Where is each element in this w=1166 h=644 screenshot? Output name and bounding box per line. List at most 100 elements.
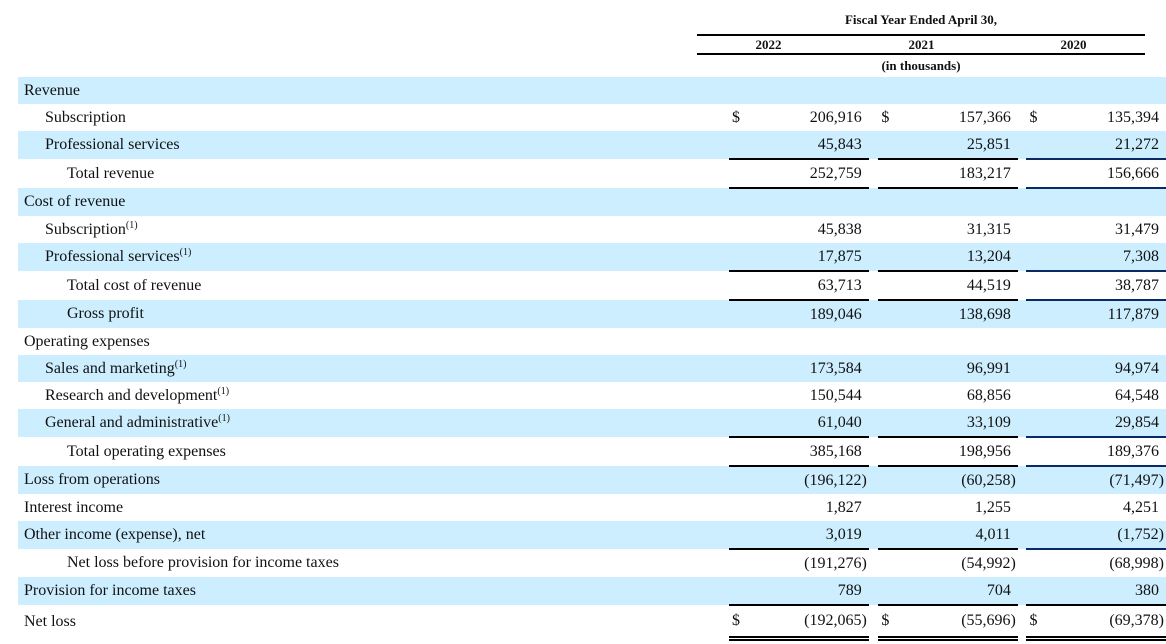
row-label-text: Total cost of revenue <box>67 276 202 294</box>
value-cell-2021: (54,992) <box>878 548 1018 577</box>
value-cell-2020 <box>1026 77 1166 104</box>
row-label: Revenue <box>18 77 726 104</box>
value: 44,519 <box>966 276 1011 294</box>
value: 13,204 <box>966 247 1011 265</box>
row-label-text: Subscription <box>45 108 126 126</box>
value: (1,752) <box>1117 525 1164 543</box>
table-row: Revenue <box>18 77 1166 104</box>
value-cell-2020: 29,854 <box>1026 409 1166 437</box>
income-statement-table: Revenue Subscription $206,916 $157,366 $135,… <box>18 77 1166 641</box>
table-row: Loss from operations (196,122) (60,258) (71… <box>18 466 1166 494</box>
value: 150,544 <box>809 386 862 404</box>
row-label-text: Research and development <box>45 386 218 404</box>
value-cell-2022 <box>729 77 869 104</box>
value-cell-2021 <box>878 77 1018 104</box>
value-cell-2021: 25,851 <box>878 131 1018 159</box>
value-cell-2021: $ (55,696) <box>878 604 1018 641</box>
value: 704 <box>986 581 1011 599</box>
row-label: Operating expenses <box>18 328 725 355</box>
value-cell-2022: (196,122) <box>729 466 869 494</box>
table-row: Sales and marketing(1) 173,584 96,991 94,97… <box>18 355 1166 382</box>
value-cell-2020: (68,998) <box>1026 548 1166 577</box>
dollar-sign: $ <box>732 108 741 126</box>
table-row: Operating expenses <box>18 328 1166 355</box>
value: (68,998) <box>1109 554 1164 572</box>
year-header-2021: 2021 <box>908 37 935 52</box>
value-cell-2020: 38,787 <box>1026 270 1166 301</box>
row-label-text: Revenue <box>24 81 80 99</box>
value: 21,272 <box>1115 135 1159 153</box>
value: 198,956 <box>958 442 1011 460</box>
value: 1,255 <box>974 498 1011 516</box>
value-cell-2020: 117,879 <box>1026 300 1166 328</box>
value-cell-2021: (60,258) <box>878 466 1018 494</box>
value-cell-2022: 252,759 <box>729 158 869 189</box>
value: 189,376 <box>1107 442 1159 460</box>
value: 31,315 <box>966 220 1011 238</box>
value: 96,991 <box>966 359 1011 377</box>
value: (55,696) <box>961 612 1016 629</box>
row-label: Gross profit <box>18 300 726 328</box>
row-label: Interest income <box>18 494 725 521</box>
value-cell-2022 <box>729 328 869 355</box>
year-header-2022: 2022 <box>755 37 782 52</box>
value: 64,548 <box>1115 386 1159 404</box>
value: 25,851 <box>966 135 1011 153</box>
row-label: Total operating expenses <box>18 437 725 466</box>
row-label-text: Operating expenses <box>24 332 150 350</box>
value: 183,217 <box>958 164 1011 182</box>
row-label-text: Professional services <box>45 248 180 265</box>
value: 380 <box>1135 581 1159 599</box>
value: 135,394 <box>1107 108 1159 126</box>
value: 61,040 <box>817 413 862 431</box>
dollar-sign: $ <box>881 108 890 126</box>
value: 3,019 <box>825 525 862 543</box>
row-label-text: Total operating expenses <box>67 442 226 460</box>
row-label-text: Provision for income taxes <box>24 582 196 599</box>
value: 173,584 <box>809 359 862 377</box>
footnote-ref: (1) <box>179 247 192 258</box>
value-cell-2022: 1,827 <box>729 494 869 521</box>
row-label: Subscription(1) <box>18 216 725 243</box>
value: 38,787 <box>1115 276 1159 294</box>
row-label-text: Total revenue <box>67 164 155 182</box>
value-cell-2020: 156,666 <box>1026 158 1166 189</box>
year-header-2020: 2020 <box>1060 37 1087 52</box>
value-cell-2022: 17,875 <box>729 243 869 271</box>
value: 4,251 <box>1123 498 1159 516</box>
units-label: (in thousands) <box>881 58 961 73</box>
value-cell-2021: 96,991 <box>878 355 1018 382</box>
table-row: Net loss before provision for income tax… <box>18 548 1166 577</box>
row-label: Net loss before provision for income tax… <box>18 549 725 577</box>
value-cell-2022: 63,713 <box>729 270 869 301</box>
dollar-sign: $ <box>732 612 741 629</box>
table-row: Total operating expenses 385,168 198,956 18… <box>18 436 1166 467</box>
value: 33,109 <box>966 413 1011 431</box>
value-cell-2022: 789 <box>729 577 869 605</box>
value: 117,879 <box>1107 305 1159 323</box>
row-label: Sales and marketing(1) <box>18 355 726 382</box>
value-cell-2020: 94,974 <box>1026 355 1166 382</box>
value-cell-2022: 150,544 <box>729 382 869 409</box>
table-row: Total cost of revenue 63,713 44,519 38,787 <box>18 270 1166 301</box>
row-label-text: Gross profit <box>67 305 144 322</box>
value: 17,875 <box>817 247 862 265</box>
value-cell-2021: 198,956 <box>878 436 1018 467</box>
value-cell-2022: (191,276) <box>729 548 869 577</box>
value: 157,366 <box>958 108 1011 126</box>
value: 156,666 <box>1107 164 1159 182</box>
dollar-sign: $ <box>1029 108 1038 126</box>
dollar-sign: $ <box>1029 612 1038 629</box>
value-cell-2021: 183,217 <box>878 158 1018 189</box>
table-row: Subscription $206,916 $157,366 $135,394 <box>18 104 1166 131</box>
row-label: General and administrative(1) <box>18 409 726 437</box>
table-row: Cost of revenue <box>18 188 1166 216</box>
value: (69,378) <box>1109 612 1164 629</box>
value-cell-2021: 704 <box>878 577 1018 605</box>
value-cell-2020 <box>1026 188 1166 216</box>
table-row: Interest income 1,827 1,255 4,251 <box>18 494 1166 521</box>
value: (196,122) <box>804 471 867 489</box>
table-row: Professional services 45,843 25,851 21,272 <box>18 131 1166 159</box>
row-label-text: Other income (expense), net <box>24 526 206 543</box>
table-row: Provision for income taxes 789 704 380 <box>18 577 1166 605</box>
